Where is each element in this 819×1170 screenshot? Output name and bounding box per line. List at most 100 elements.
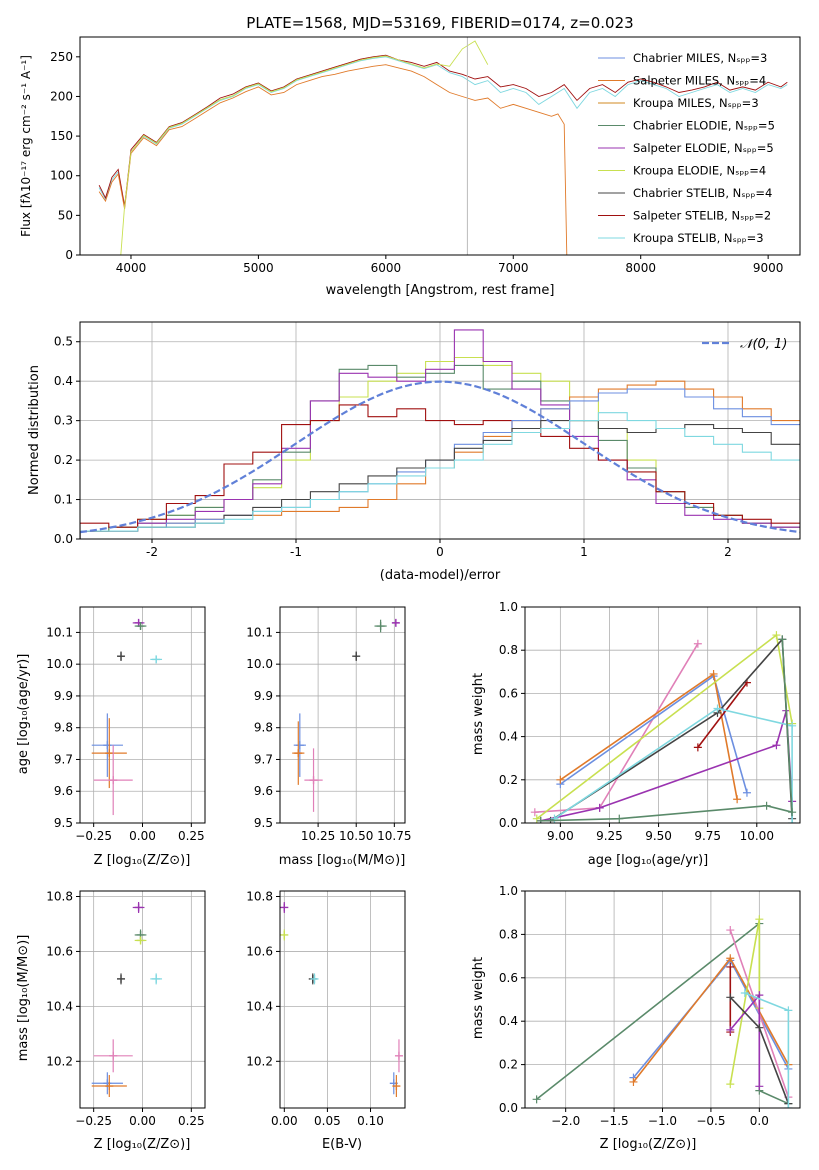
age_weight-xtick-label: 9.25 — [596, 829, 623, 843]
ebv_mass-xtick-label: 0.05 — [314, 1114, 341, 1128]
z_age-xtick-label: −0.25 — [75, 829, 112, 843]
z_mass-point-marker — [109, 1051, 118, 1060]
spectrum-panel: PLATE=1568, MJD=53169, FIBERID=0174, z=0… — [19, 14, 801, 298]
spectrum-legend-label: Salpeter MILES, Nₛₚₚ=4 — [633, 74, 766, 88]
z-age-ylabel: age [log₁₀(age/yr)] — [16, 654, 31, 775]
mass_age-ytick-label: 9.8 — [254, 721, 273, 735]
z_weight-weight-marker — [755, 991, 764, 1000]
residuals-ylabel: Normed distribution — [27, 365, 42, 495]
spectrum-xtick-label: 9000 — [753, 261, 784, 275]
age_weight-weight-marker — [693, 743, 702, 752]
spectrum-ytick-label: 150 — [50, 129, 73, 143]
z_age-point-marker — [109, 776, 118, 785]
z-weight-xlabel: Z [log₁₀(Z/Z⊙)] — [600, 1137, 697, 1152]
z_weight-weight-line — [744, 992, 790, 1108]
z-weight-ylabel: mass weight — [471, 957, 486, 1039]
spectrum-legend-label: Kroupa STELIB, Nₛₚₚ=3 — [633, 231, 764, 245]
mass_age-xtick-label: 10.50 — [339, 829, 373, 843]
mass_age-point-marker — [376, 622, 385, 631]
spectrum-series-line — [98, 64, 568, 255]
spectrum-xtick-label: 7000 — [498, 261, 529, 275]
z_mass-ytick-label: 10.4 — [46, 999, 73, 1013]
z_weight-weight-marker — [726, 954, 735, 963]
residuals-histogram-step — [80, 329, 800, 539]
age_weight-weight-marker — [536, 816, 545, 823]
ebv_mass-ytick-label: 10.6 — [246, 944, 273, 958]
age_weight-ytick-label: 0.6 — [499, 686, 518, 700]
z_age-xtick-label: 0.00 — [129, 829, 156, 843]
residuals-ytick-label: 0.3 — [54, 414, 73, 428]
residuals-histogram-step — [80, 412, 800, 539]
spectrum-ytick-label: 100 — [50, 169, 73, 183]
ebv_mass-point-marker — [280, 903, 289, 912]
z-weight-panel: Z [log₁₀(Z/Z⊙)] mass weight −2.0 −1.5 −1.0… — [471, 884, 801, 1152]
age_weight-frame — [524, 606, 801, 824]
age_weight-weight-marker — [772, 631, 781, 640]
age_weight-weight-marker — [556, 775, 565, 784]
age_weight-weight-marker — [788, 819, 797, 823]
age_weight-weight-marker — [742, 788, 751, 797]
spectrum-xtick-label: 8000 — [625, 261, 656, 275]
z_weight-xtick-label: −1.5 — [600, 1114, 629, 1128]
z_weight-weight-marker — [755, 1023, 764, 1032]
age_weight-marks — [530, 631, 797, 823]
age_weight-weight-line — [550, 637, 793, 822]
z_weight-weight-marker — [755, 915, 764, 924]
z_age-ytick-label: 10.1 — [46, 625, 73, 639]
ebv_mass-point-marker — [310, 974, 319, 983]
residuals-legend-label: 𝒩(0, 1) — [740, 337, 787, 352]
z_weight-weight-marker — [726, 1080, 735, 1089]
z_age-ytick-label: 9.9 — [54, 689, 73, 703]
z_weight-weight-marker — [726, 1025, 735, 1034]
mass-age-panel: mass [log₁₀(M/M⊙)] 10.25 10.50 10.75 9.5 9.6… — [246, 606, 412, 868]
ebv_mass-xtick-label: 0.10 — [357, 1114, 384, 1128]
z_weight-weight-marker — [726, 926, 735, 935]
age_weight-weight-marker — [713, 704, 722, 713]
z_weight-ytick-label: 0.4 — [499, 1014, 518, 1028]
residuals-ytick-label: 0.1 — [54, 493, 73, 507]
z_age-point-marker — [103, 741, 112, 750]
mass_age-ytick-label: 9.5 — [254, 816, 273, 830]
mass_age-point-marker — [352, 652, 361, 661]
z-age-xlabel: Z [log₁₀(Z/Z⊙)] — [94, 853, 191, 868]
age-weight-ylabel: mass weight — [471, 673, 486, 755]
z_weight-xtick-label: −0.5 — [696, 1114, 725, 1128]
z_age-ytick-label: 9.5 — [54, 816, 73, 830]
z_age-ytick-label: 9.7 — [54, 752, 73, 766]
residuals-xtick-label: 0 — [436, 545, 444, 559]
residuals-xtick-label: -1 — [290, 545, 302, 559]
z_mass-xtick-label: 0.00 — [129, 1114, 156, 1128]
age_weight-weight-line — [554, 707, 793, 823]
residuals-ytick-label: 0.2 — [54, 453, 73, 467]
age_weight-weight-line — [540, 710, 793, 822]
mass_age-ytick-label: 10.0 — [246, 657, 273, 671]
age_weight-weight-marker — [788, 721, 797, 730]
age-weight-xlabel: age [log₁₀(age/yr)] — [588, 853, 709, 868]
mass_age-ytick-label: 9.7 — [254, 752, 273, 766]
z_weight-weight-marker — [755, 1082, 764, 1091]
z_weight-weight-marker — [532, 1095, 541, 1104]
ebv_mass-frame — [279, 890, 406, 1109]
z_mass-xtick-label: 0.25 — [178, 1114, 205, 1128]
spectrum-legend-label: Chabrier MILES, Nₛₚₚ=3 — [633, 51, 767, 65]
spectrum-legend-label: Salpeter ELODIE, Nₛₚₚ=5 — [633, 141, 774, 155]
ebv_mass-ytick-label: 10.2 — [246, 1054, 273, 1068]
age_weight-weight-marker — [595, 803, 604, 812]
z_weight-ytick-label: 0.0 — [499, 1101, 518, 1115]
age_weight-weight-marker — [530, 808, 539, 817]
ebv_mass-ytick-label: 10.8 — [246, 889, 273, 903]
age_weight-weight-marker — [733, 795, 742, 804]
residuals-xtick-label: 1 — [580, 545, 588, 559]
z_mass-point-marker — [152, 974, 161, 983]
z_mass-ytick-label: 10.6 — [46, 944, 73, 958]
ebv_mass-point-marker — [394, 1051, 403, 1060]
spectrum-series-line — [120, 40, 489, 255]
ebv-mass-xlabel: E(B-V) — [322, 1137, 362, 1152]
spectrum-legend-label: Kroupa ELODIE, Nₛₚₚ=4 — [633, 164, 766, 178]
z_age-point-marker — [105, 749, 114, 758]
mass_age-point-marker — [309, 776, 318, 785]
spectrum-marks — [98, 37, 788, 255]
z_weight-weight-marker — [740, 988, 749, 997]
spectrum-legend-label: Chabrier ELODIE, Nₛₚₚ=5 — [633, 119, 775, 133]
residuals-xtick-label: -2 — [146, 545, 158, 559]
